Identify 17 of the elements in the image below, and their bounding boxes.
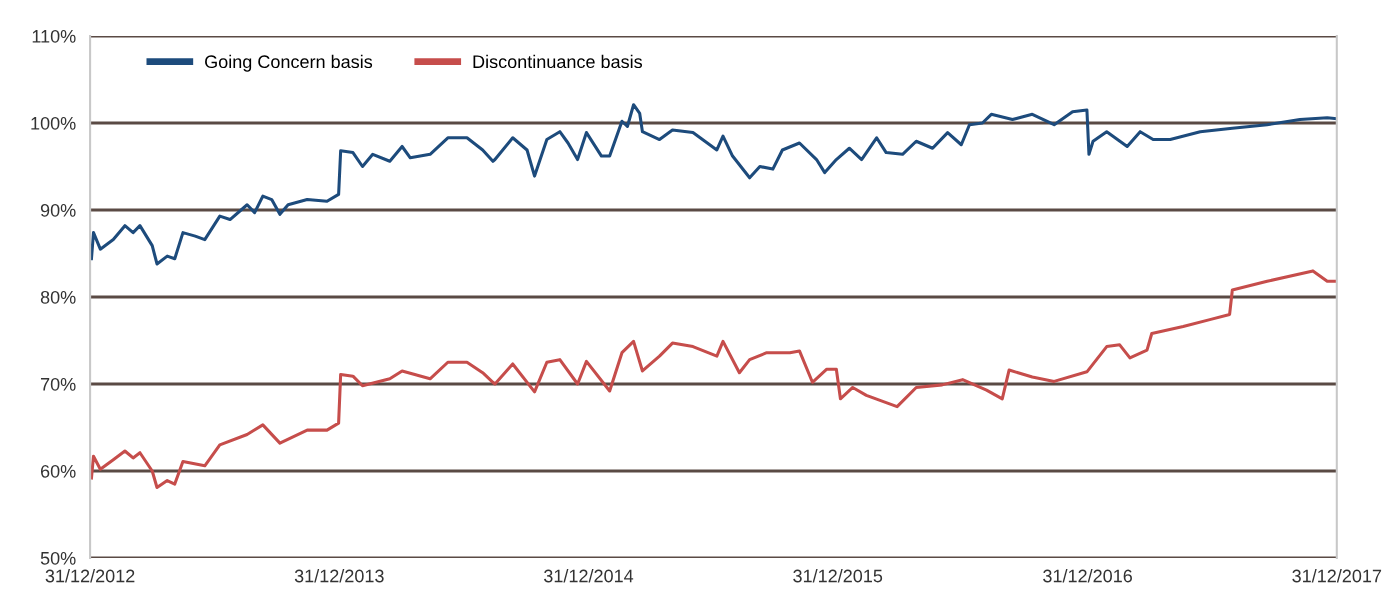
y-tick-label: 80% bbox=[40, 290, 76, 304]
x-tick-label: 31/12/2014 bbox=[544, 569, 634, 583]
x-tick-label: 31/12/2017 bbox=[1292, 569, 1382, 583]
y-tick-label: 110% bbox=[32, 29, 76, 43]
legend-label: Discontinuance basis bbox=[473, 54, 643, 69]
x-tick-label: 31/12/2015 bbox=[793, 569, 883, 583]
x-tick-label: 31/12/2012 bbox=[45, 569, 135, 583]
x-tick-label: 31/12/2013 bbox=[294, 569, 384, 583]
line-series bbox=[90, 269, 1337, 490]
x-tick-label: 31/12/2016 bbox=[1043, 569, 1132, 583]
y-tick-label: 50% bbox=[40, 551, 76, 565]
legend-label: Going Concern basis bbox=[205, 54, 373, 72]
y-tick-label: 60% bbox=[40, 464, 76, 478]
y-tick-label: 70% bbox=[40, 377, 76, 391]
y-tick-label: 100% bbox=[31, 116, 76, 130]
line-series bbox=[90, 103, 1337, 266]
y-tick-label: 90% bbox=[40, 203, 76, 217]
